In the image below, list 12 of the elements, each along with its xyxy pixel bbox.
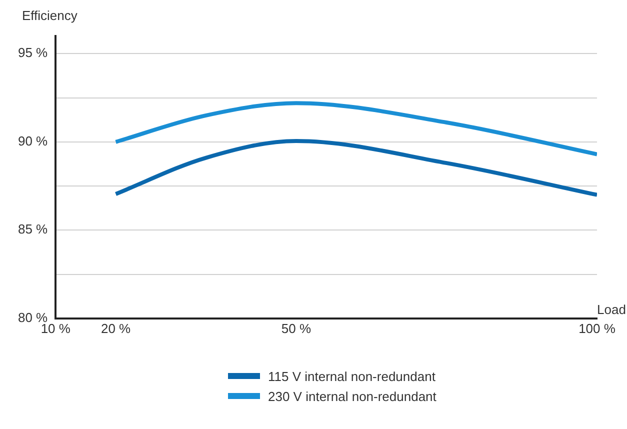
- line-series: [114, 101, 597, 156]
- x-tick-label: 100 %: [578, 320, 616, 336]
- y-axis-title: Efficiency: [22, 8, 78, 23]
- legend-label: 230 V internal non-redundant: [268, 388, 436, 404]
- legend-label: 115 V internal non-redundant: [268, 368, 436, 384]
- line-series: [114, 139, 597, 197]
- x-axis-title: Load: [597, 302, 626, 317]
- y-tick-label: 90 %: [18, 133, 48, 148]
- x-tick-label: 50 %: [281, 320, 312, 336]
- y-tick-label: 85 %: [18, 222, 48, 237]
- x-tick-label: 20 %: [100, 320, 132, 336]
- y-tick-label: 95 %: [18, 45, 48, 60]
